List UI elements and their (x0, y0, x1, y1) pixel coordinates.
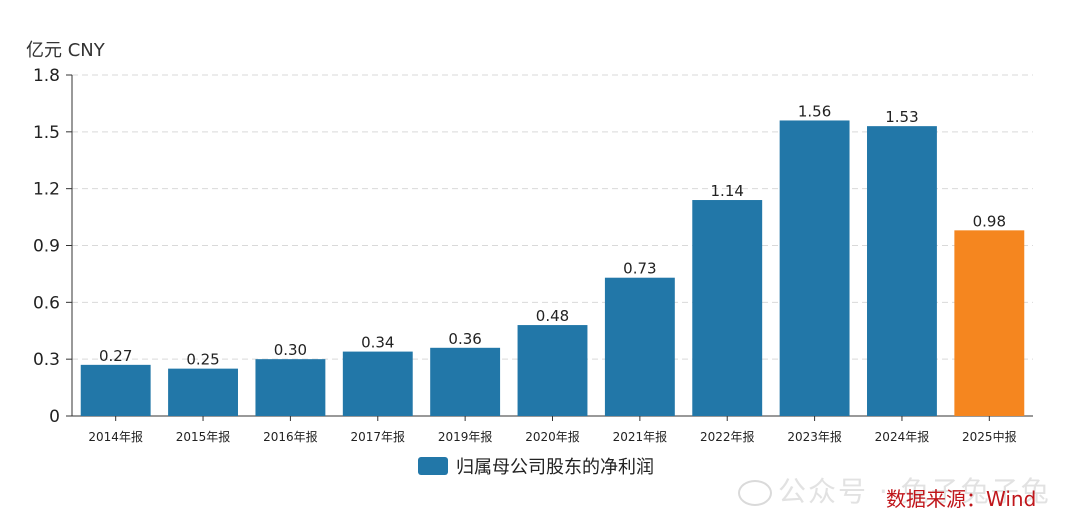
data-label: 0.48 (536, 307, 569, 325)
source-label: 数据来源：Wind (886, 487, 1037, 511)
bar (80, 364, 151, 416)
y-tick-label: 0.9 (33, 237, 60, 257)
data-label: 1.53 (885, 108, 918, 126)
bar (779, 120, 850, 416)
bar (255, 359, 326, 416)
x-tick-label: 2020年报 (525, 429, 580, 444)
bar (604, 277, 675, 416)
y-tick-label: 0.3 (33, 350, 60, 370)
x-tick-label: 2019年报 (438, 429, 493, 444)
y-axis-unit-label: 亿元 CNY (26, 40, 105, 61)
x-tick-label: 2023年报 (787, 429, 842, 444)
data-label: 0.27 (99, 347, 132, 365)
legend-label: 归属母公司股东的净利润 (456, 457, 654, 478)
y-tick-label: 1.8 (33, 66, 60, 86)
bar (954, 230, 1025, 416)
data-label: 0.98 (973, 212, 1006, 230)
y-tick-label: 0.6 (33, 293, 60, 313)
x-tick-label: 2015年报 (176, 429, 231, 444)
data-label: 0.25 (186, 351, 219, 369)
wechat-icon (738, 480, 772, 506)
y-tick-label: 0 (49, 407, 60, 427)
bar (517, 325, 588, 416)
bar (342, 351, 413, 416)
x-tick-label: 2025中报 (962, 429, 1017, 444)
bar (430, 347, 501, 416)
x-tick-label: 2021年报 (613, 429, 668, 444)
y-tick-label: 1.2 (33, 180, 60, 200)
data-label: 0.73 (623, 260, 656, 278)
watermark-text: 公众号 · 兔子兔子兔 (778, 475, 1051, 508)
data-label: 1.14 (711, 182, 744, 200)
bar (867, 126, 937, 417)
x-tick-label: 2024年报 (875, 429, 930, 444)
x-tick-label: 2014年报 (88, 429, 143, 444)
legend-swatch (418, 457, 448, 475)
bar (168, 368, 238, 416)
x-tick-label: 2017年报 (350, 429, 405, 444)
data-label: 0.34 (361, 334, 394, 352)
bar (692, 200, 763, 416)
legend: 归属母公司股东的净利润 (418, 453, 654, 479)
watermark: 公众号 · 兔子兔子兔 (738, 470, 1051, 510)
x-tick-label: 2022年报 (700, 429, 755, 444)
y-tick-label: 1.5 (33, 123, 60, 143)
data-label: 1.56 (798, 102, 831, 120)
x-tick-label: 2016年报 (263, 429, 318, 444)
data-label: 0.30 (274, 341, 307, 359)
data-label: 0.36 (448, 330, 481, 348)
